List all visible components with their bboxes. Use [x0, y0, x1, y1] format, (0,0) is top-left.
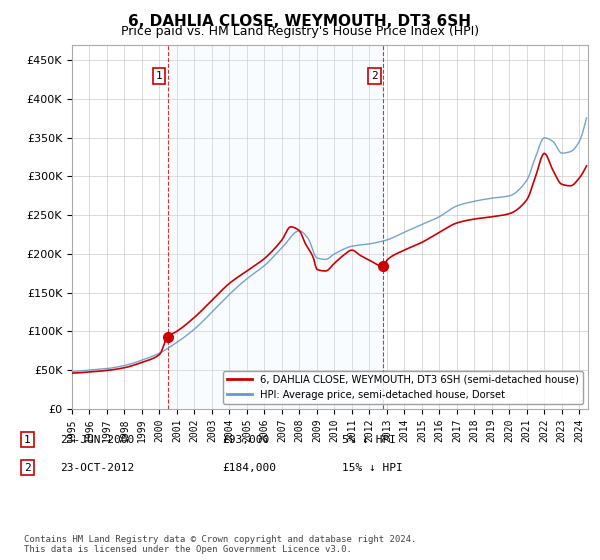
Text: £184,000: £184,000 [222, 463, 276, 473]
Legend: 6, DAHLIA CLOSE, WEYMOUTH, DT3 6SH (semi-detached house), HPI: Average price, se: 6, DAHLIA CLOSE, WEYMOUTH, DT3 6SH (semi… [223, 371, 583, 404]
Text: 5% ↓ HPI: 5% ↓ HPI [342, 435, 396, 445]
Text: 2: 2 [24, 463, 31, 473]
Text: 6, DAHLIA CLOSE, WEYMOUTH, DT3 6SH: 6, DAHLIA CLOSE, WEYMOUTH, DT3 6SH [128, 14, 472, 29]
Text: 23-JUN-2000: 23-JUN-2000 [60, 435, 134, 445]
Bar [167, 45, 383, 409]
Text: Price paid vs. HM Land Registry's House Price Index (HPI): Price paid vs. HM Land Registry's House … [121, 25, 479, 38]
Text: Contains HM Land Registry data © Crown copyright and database right 2024.
This d: Contains HM Land Registry data © Crown c… [24, 535, 416, 554]
Text: 15% ↓ HPI: 15% ↓ HPI [342, 463, 403, 473]
Text: 23-OCT-2012: 23-OCT-2012 [60, 463, 134, 473]
Text: 2: 2 [371, 71, 378, 81]
Text: 1: 1 [155, 71, 163, 81]
Text: 1: 1 [24, 435, 31, 445]
Text: £93,000: £93,000 [222, 435, 269, 445]
